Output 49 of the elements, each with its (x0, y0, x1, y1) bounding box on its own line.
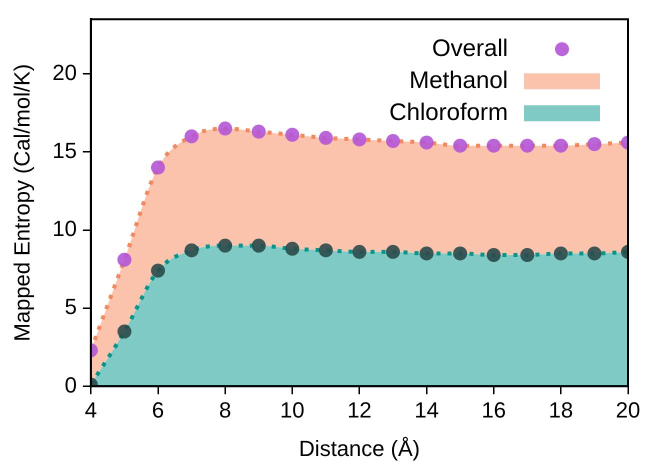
y-tick-label: 0 (64, 372, 77, 398)
point (218, 122, 232, 136)
point (318, 130, 333, 145)
point (420, 136, 434, 150)
point (453, 138, 468, 153)
point (554, 138, 568, 153)
point (184, 243, 199, 258)
point (352, 244, 366, 259)
legend-label: Chloroform (389, 98, 508, 126)
point (587, 246, 602, 260)
x-tick-label: 4 (84, 397, 97, 422)
point (453, 246, 468, 260)
legend-label: Overall (432, 34, 508, 62)
point (420, 246, 434, 260)
point (151, 160, 166, 175)
x-axis-title: Distance (Å) (298, 436, 420, 461)
point (386, 134, 400, 148)
x-tick-label: 6 (152, 397, 164, 422)
x-tick-label: 16 (481, 397, 506, 422)
y-tick-label: 15 (52, 138, 77, 164)
point (285, 128, 300, 142)
point (151, 264, 166, 278)
point (587, 137, 602, 152)
point (520, 248, 534, 262)
y-tick-label: 10 (52, 216, 77, 242)
x-tick-label: 20 (616, 397, 640, 422)
point (520, 138, 534, 153)
y-tick-label: 20 (52, 60, 77, 85)
point (252, 238, 266, 253)
point (252, 124, 266, 139)
y-axis-title: Mapped Entropy (Cal/mol/K) (9, 64, 34, 342)
x-tick-label: 14 (414, 397, 439, 422)
point (554, 246, 568, 260)
x-tick-label: 18 (548, 397, 574, 422)
y-tick-label: 5 (64, 294, 77, 320)
point (184, 129, 199, 144)
legend-label: Methanol (409, 66, 508, 94)
point (486, 138, 501, 153)
point (386, 244, 400, 259)
point (218, 238, 232, 253)
point (352, 132, 366, 146)
point (117, 252, 132, 267)
point (285, 242, 300, 256)
point (117, 324, 132, 339)
x-tick-label: 8 (219, 397, 232, 422)
point (318, 243, 333, 258)
x-tick-label: 10 (280, 397, 305, 422)
x-tick-label: 12 (347, 397, 372, 422)
point (486, 248, 501, 262)
